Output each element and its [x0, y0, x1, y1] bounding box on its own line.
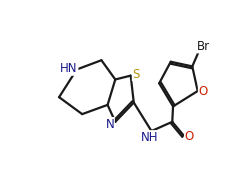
- Text: HN: HN: [60, 62, 78, 75]
- Text: O: O: [184, 130, 194, 143]
- Text: NH: NH: [140, 131, 158, 144]
- Text: S: S: [132, 68, 140, 81]
- Text: N: N: [106, 118, 114, 131]
- Text: O: O: [198, 85, 208, 98]
- Text: Br: Br: [197, 40, 210, 53]
